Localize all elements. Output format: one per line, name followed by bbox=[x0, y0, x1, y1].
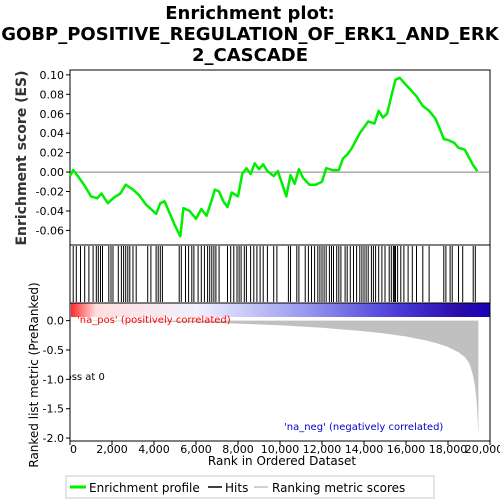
x-tick-label: 16,000 bbox=[387, 443, 426, 456]
x-tick-label: 14,000 bbox=[345, 443, 384, 456]
chart-title-line-1: Enrichment plot: bbox=[165, 3, 335, 24]
es-y-tick-label: 0.08 bbox=[40, 88, 65, 101]
metric-y-axis-label: Ranked list metric (PreRanked) bbox=[27, 282, 41, 467]
x-tick-label: 0 bbox=[70, 443, 77, 456]
x-tick-label: 12,000 bbox=[303, 443, 342, 456]
es-y-tick-label: 0.02 bbox=[40, 147, 65, 160]
chart-title-line-3: 2_CASCADE bbox=[192, 45, 308, 66]
metric-y-tick-label: 0.0 bbox=[47, 315, 65, 328]
x-tick-label: 18,000 bbox=[429, 443, 468, 456]
legend-frame bbox=[65, 475, 435, 499]
x-tick-label: 6,000 bbox=[180, 443, 212, 456]
pos-label: 'na_pos' (positively correlated) bbox=[77, 315, 231, 326]
es-y-tick-label: -0.06 bbox=[36, 224, 64, 237]
es-y-tick-label: -0.04 bbox=[36, 205, 64, 218]
x-tick-label: 4,000 bbox=[138, 443, 170, 456]
es-panel-frame bbox=[69, 69, 491, 246]
legend-metric-label: Ranking metric scores bbox=[272, 481, 405, 495]
es-y-tick-label: 0.04 bbox=[40, 127, 65, 140]
x-axis: 0 2,000 4,000 6,000 8,000 10,000 12,000 14,000 1… bbox=[69, 441, 500, 456]
legend: Enrichment profile Hits Ranking metric s… bbox=[65, 475, 435, 499]
ranking-metric-area bbox=[70, 320, 479, 436]
neg-label: 'na_neg' (negatively correlated) bbox=[284, 422, 443, 433]
metric-y-tick-label: -2.0 bbox=[43, 432, 64, 445]
es-y-axis-label: Enrichment score (ES) bbox=[14, 70, 30, 245]
es-y-tick-label: 0.00 bbox=[40, 166, 65, 179]
metric-y-tick-label: -0.5 bbox=[43, 344, 64, 357]
x-tick-label: 2,000 bbox=[96, 443, 128, 456]
metric-y-axis: 0.0 -0.5 -1.0 -1.5 -2.0 bbox=[43, 315, 70, 445]
es-y-tick-label: 0.06 bbox=[40, 108, 65, 121]
hits-panel-frame bbox=[69, 244, 491, 304]
metric-y-tick-label: -1.5 bbox=[43, 403, 64, 416]
legend-profile-label: Enrichment profile bbox=[89, 481, 200, 495]
x-tick-label: 8,000 bbox=[222, 443, 254, 456]
x-axis-label: Rank in Ordered Dataset bbox=[208, 454, 356, 468]
zero-cross-label: Zero cross at 0 bbox=[30, 372, 105, 383]
enrichment-profile-line bbox=[68, 76, 479, 238]
x-tick-label: 10,000 bbox=[261, 443, 300, 456]
es-y-axis: -0.06 -0.04 -0.02 0.00 0.02 0.04 0.06 0.08 0.10 bbox=[36, 69, 70, 237]
chart-title-line-2: GOBP_POSITIVE_REGULATION_OF_ERK1_AND_ERK bbox=[1, 24, 500, 45]
legend-hits-label: Hits bbox=[225, 481, 248, 495]
metric-y-tick-label: -1.0 bbox=[43, 373, 64, 386]
rank-color-bar bbox=[71, 303, 490, 317]
x-tick-label: 20,000 bbox=[465, 443, 500, 456]
hits-marks bbox=[72, 246, 476, 302]
es-y-tick-label: 0.10 bbox=[40, 69, 65, 82]
es-y-tick-label: -0.02 bbox=[36, 186, 64, 199]
